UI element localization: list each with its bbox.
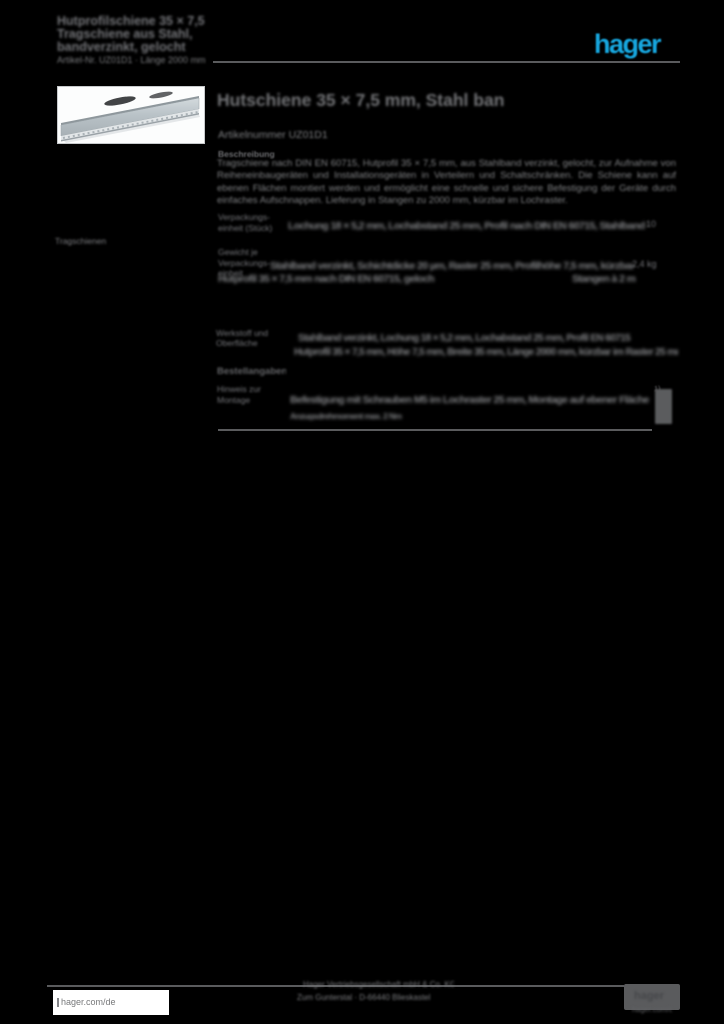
spec-row-b-label: Gewicht je Verpackungs­einheit <box>218 247 270 278</box>
spec-row-b-leader-3: Stangen à 2 m <box>572 273 636 285</box>
footer-brand-badge: hager <box>624 984 680 1010</box>
description-heading: Beschreibung <box>218 150 275 159</box>
spec-row-d-value-block <box>655 389 672 424</box>
footer-logo-mark <box>57 998 59 1007</box>
header-product-line-2: Tragschiene aus Stahl, <box>57 27 193 41</box>
page-title: Hutschiene 35 × 7,5 mm, Stahl bandverzin… <box>217 90 504 110</box>
footer-company-line-2: Zum Gunterstal · D-66440 Blieskastel <box>297 993 431 1002</box>
header-product-line-4: Artikel-Nr. UZ01D1 · Länge 2000 mm <box>57 55 206 65</box>
footer-website-link[interactable]: hager.com/de <box>61 997 116 1007</box>
din-rail-photo <box>60 91 200 143</box>
footer-divider <box>47 985 624 987</box>
spec-row-b-leader-2: Hutprofil 35 × 7,5 mm nach DIN EN 60715,… <box>218 273 434 285</box>
spec-row-d-leader-2: Anzugsdrehmoment max. 2 Nm <box>290 411 402 420</box>
footer-website-box: hager.com/de <box>53 990 169 1015</box>
header-product-line-3: bandverzinkt, gelocht <box>57 40 186 54</box>
product-image-box <box>57 86 205 144</box>
spec-row-a-leader: Lochung 18 × 5,2 mm, Lochabstand 25 mm, … <box>288 220 648 232</box>
spec-row-b-leader-1: Stahlband verzinkt, Schichtdicke 20 µm, … <box>270 260 633 272</box>
footer-brand-badge-text: hager <box>634 990 664 1002</box>
spec-row-a-value: 10 <box>646 219 657 229</box>
spec-row-d-footnote-mark: 1) <box>654 385 668 394</box>
description-paragraph: Tragschiene nach DIN EN 60715, Hutprofil… <box>217 158 676 206</box>
spec-row-c-leader-1: Stahlband verzinkt, Lochung 18 × 5,2 mm,… <box>298 333 631 344</box>
order-info-heading: Bestellangaben <box>217 367 286 377</box>
spec-row-c-leader-2: Hutprofil 35 × 7,5 mm, Höhe 7,5 mm, Brei… <box>294 347 678 358</box>
spec-row-c-label: Werkstoff und Oberfläche <box>216 328 269 348</box>
header-divider <box>213 60 680 63</box>
hager-logo: hager <box>594 29 662 59</box>
spec-row-a-label: Verpackungs­einheit (Stück) <box>218 212 273 233</box>
section-end-divider <box>218 429 652 432</box>
spec-row-d-leader-1: Befestigung mit Schrauben M5 im Lochrast… <box>290 394 649 406</box>
article-number-line: Artikelnummer UZ01D1 <box>218 129 328 141</box>
margin-category-note: Tragschienen <box>55 237 107 246</box>
spec-row-d-label: Hinweis zur Montage <box>217 384 261 405</box>
footer-brand-badge-subtext: hager.com/de <box>632 1006 672 1014</box>
spec-row-b-value: 2,4 kg <box>632 259 657 269</box>
header-product-line-1: Hutprofilschiene 35 × 7,5 mm <box>57 14 209 28</box>
footer-company-line-1: Hager Vertriebsgesellschaft mbH & Co. KG <box>303 980 454 989</box>
